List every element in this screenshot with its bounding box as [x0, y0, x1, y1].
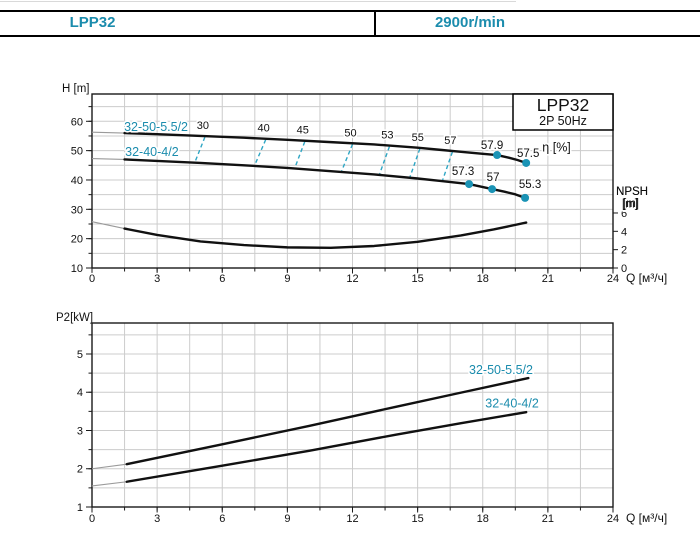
x-axis-title: Q [м³/ч]: [626, 511, 667, 525]
speed-cell: 2900r/min: [434, 14, 506, 31]
efficiency-contour-label: 57: [444, 135, 456, 147]
y-axis: [86, 106, 92, 269]
efficiency-contour-line: [441, 151, 454, 181]
title-box: [512, 93, 614, 131]
curve-npsh: [123, 221, 528, 250]
efficiency-dot: [465, 180, 474, 189]
efficiency-contour-line: [409, 148, 421, 178]
svg-text:15: 15: [412, 273, 424, 285]
efficiency-dot: [493, 151, 502, 160]
page-top-hairline: [0, 1, 516, 2]
efficiency-contour-label: 30: [197, 120, 209, 132]
efficiency-dot: [522, 158, 531, 167]
svg-text:30: 30: [71, 204, 83, 216]
curve-32-50-5-5-2: [125, 376, 530, 466]
curve-lead-in: [91, 221, 125, 230]
svg-text:50: 50: [71, 146, 83, 158]
table-top-border: [0, 10, 700, 12]
efficiency-contour-label: 55: [412, 132, 424, 144]
model-cell: LPP32: [69, 14, 116, 31]
efficiency-contour-line: [378, 146, 391, 175]
x-axis: [91, 507, 614, 513]
svg-text:3: 3: [154, 513, 160, 525]
curve-32-40-4-2: [125, 410, 528, 483]
curve-32-40-4-2: [123, 158, 527, 200]
y-axis-title: P2[kW]: [56, 312, 93, 324]
svg-text:24: 24: [607, 273, 619, 285]
svg-text:15: 15: [412, 513, 424, 525]
annotation: NPSH: [616, 186, 648, 198]
svg-text:0: 0: [89, 273, 95, 285]
curve-label: 32-50-5.5/2: [469, 363, 533, 377]
svg-text:1: 1: [77, 502, 83, 514]
svg-text:4: 4: [77, 387, 83, 399]
efficiency-contour-line: [294, 141, 306, 168]
efficiency-dot-label: 57.5: [517, 148, 539, 160]
table-column-divider: [374, 10, 376, 37]
svg-text:2: 2: [77, 464, 83, 476]
svg-text:12: 12: [346, 273, 358, 285]
chart-subtitle: 2P 50Hz: [539, 114, 587, 128]
chart-2: 0 3 6 9 12 15 18 21 24 Q [м³/ч]12345P2[kW]32-50-5…: [56, 312, 669, 527]
efficiency-dot-label: 57.9: [481, 140, 503, 152]
efficiency-contour-label: 50: [344, 127, 356, 139]
npsh-axis-title: NPSH: [616, 186, 648, 198]
svg-text:4: 4: [621, 226, 627, 238]
efficiency-contour-line: [194, 136, 206, 162]
y-axis-title: H [m]: [62, 83, 89, 95]
efficiency-dot-label: 55.3: [519, 179, 541, 191]
annotation: [m]: [622, 198, 638, 210]
svg-text:3: 3: [154, 273, 160, 285]
efficiency-contour-label: 53: [381, 130, 393, 142]
efficiency-dot-label: 57: [487, 172, 500, 184]
efficiency-dot: [521, 193, 530, 202]
svg-text:21: 21: [542, 273, 554, 285]
svg-text:20: 20: [71, 234, 83, 246]
npsh-axis-unit: [m]: [623, 198, 639, 210]
svg-text:10: 10: [71, 263, 83, 275]
efficiency-contour-label: 40: [258, 123, 270, 135]
efficiency-contour-line: [340, 144, 354, 172]
x-axis-title: Q [м³/ч]: [626, 271, 667, 285]
svg-text:21: 21: [542, 513, 554, 525]
svg-text:18: 18: [477, 273, 489, 285]
chart-title: LPP32: [537, 95, 590, 115]
curve-label: 32-40-4/2: [485, 396, 539, 410]
curve-lead-in: [91, 158, 125, 160]
npsh-axis: [613, 212, 618, 269]
curve-lead-in: [91, 481, 127, 487]
svg-text:0: 0: [621, 263, 627, 275]
svg-text:12: 12: [346, 513, 358, 525]
curve-lead-in: [91, 131, 125, 134]
svg-text:40: 40: [71, 175, 83, 187]
svg-text:6: 6: [219, 273, 225, 285]
svg-text:18: 18: [477, 513, 489, 525]
svg-text:60: 60: [71, 116, 83, 128]
svg-text:9: 9: [284, 513, 290, 525]
svg-text:6: 6: [219, 513, 225, 525]
svg-text:3: 3: [77, 425, 83, 437]
curve-label: 32-40-4/2: [125, 145, 179, 159]
svg-text:6: 6: [621, 208, 627, 220]
efficiency-contour-label: 45: [297, 125, 309, 137]
svg-text:5: 5: [77, 349, 83, 361]
curve-lead-in: [91, 463, 127, 470]
svg-text:0: 0: [89, 513, 95, 525]
annotation: η [%]: [542, 141, 571, 155]
efficiency-contour-line: [254, 139, 267, 166]
gridlines: [92, 323, 613, 507]
y-axis: [86, 334, 92, 508]
efficiency-dot-label: 57.3: [452, 166, 474, 178]
efficiency-dot: [488, 185, 497, 194]
curve-32-50-5-5-2: [123, 131, 528, 165]
svg-text:2: 2: [621, 245, 627, 257]
table-bottom-border: [0, 35, 700, 37]
curve-label: 32-50-5.5/2: [124, 120, 188, 134]
svg-text:24: 24: [607, 513, 619, 525]
x-axis: [91, 268, 614, 274]
svg-text:9: 9: [284, 273, 290, 285]
